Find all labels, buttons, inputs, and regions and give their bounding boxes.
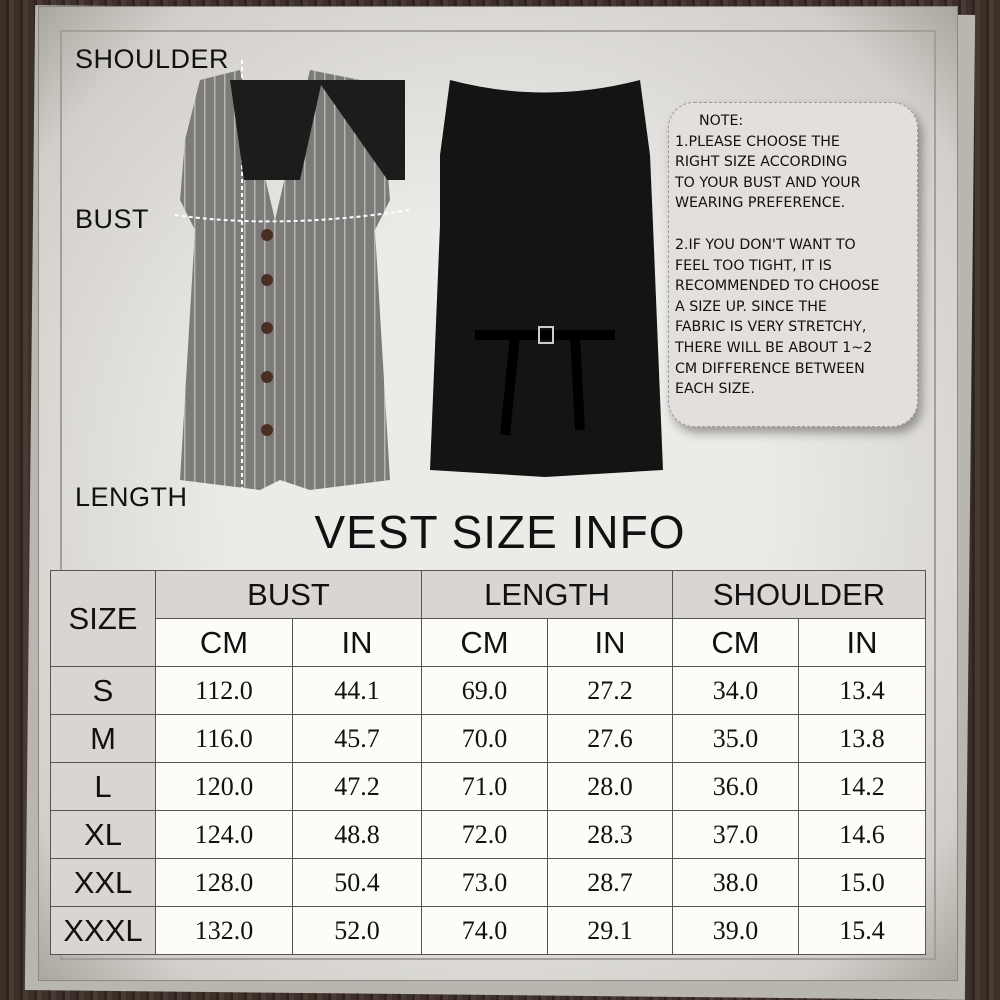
table-row: L 120.0 47.2 71.0 28.0 36.0 14.2 bbox=[50, 762, 927, 811]
value-cell: 132.0 bbox=[155, 906, 293, 955]
value-cell: 27.6 bbox=[547, 714, 673, 763]
table-row: XL 124.0 48.8 72.0 28.3 37.0 14.6 bbox=[50, 810, 927, 859]
value-cell: 70.0 bbox=[421, 714, 548, 763]
value-cell: 69.0 bbox=[421, 666, 548, 715]
value-cell: 44.1 bbox=[292, 666, 422, 715]
value-cell: 48.8 bbox=[292, 810, 422, 859]
value-cell: 47.2 bbox=[292, 762, 422, 811]
value-cell: 28.7 bbox=[547, 858, 673, 907]
table-row: M 116.0 45.7 70.0 27.6 35.0 13.8 bbox=[50, 714, 927, 763]
note-box: NOTE: 1.PLEASE CHOOSE THE RIGHT SIZE ACC… bbox=[668, 102, 918, 427]
size-cell: XXXL bbox=[50, 906, 156, 955]
unit-header: CM bbox=[421, 618, 548, 667]
value-cell: 27.2 bbox=[547, 666, 673, 715]
note-heading: NOTE: bbox=[699, 113, 744, 129]
unit-header: CM bbox=[672, 618, 799, 667]
label-shoulder: SHOULDER bbox=[75, 44, 230, 74]
value-cell: 15.0 bbox=[797, 858, 927, 907]
unit-header: IN bbox=[797, 618, 927, 667]
value-cell: 15.4 bbox=[797, 906, 927, 955]
value-cell: 39.0 bbox=[672, 906, 799, 955]
table-row: XXXL 132.0 52.0 74.0 29.1 39.0 15.4 bbox=[50, 906, 927, 955]
unit-header: IN bbox=[547, 618, 673, 667]
value-cell: 29.1 bbox=[547, 906, 673, 955]
value-cell: 28.0 bbox=[547, 762, 673, 811]
frame-border bbox=[60, 30, 936, 960]
value-cell: 72.0 bbox=[421, 810, 548, 859]
note-item-2: 2.IF YOU DON'T WANT TO FEEL TOO TIGHT, I… bbox=[675, 236, 880, 398]
value-cell: 74.0 bbox=[421, 906, 548, 955]
value-cell: 50.4 bbox=[292, 858, 422, 907]
value-cell: 112.0 bbox=[155, 666, 293, 715]
size-cell: L bbox=[50, 762, 156, 811]
value-cell: 71.0 bbox=[421, 762, 548, 811]
value-cell: 124.0 bbox=[155, 810, 293, 859]
table-row: XXL 128.0 50.4 73.0 28.7 38.0 15.0 bbox=[50, 858, 927, 907]
value-cell: 28.3 bbox=[547, 810, 673, 859]
label-bust: BUST bbox=[75, 204, 150, 234]
back-vest-image bbox=[430, 80, 663, 477]
note-item-1: 1.PLEASE CHOOSE THE RIGHT SIZE ACCORDING… bbox=[675, 133, 861, 212]
value-cell: 14.2 bbox=[797, 762, 927, 811]
value-cell: 52.0 bbox=[292, 906, 422, 955]
size-cell: S bbox=[50, 666, 156, 715]
size-cell: XL bbox=[50, 810, 156, 859]
value-cell: 120.0 bbox=[155, 762, 293, 811]
size-cell: M bbox=[50, 714, 156, 763]
value-cell: 36.0 bbox=[672, 762, 799, 811]
value-cell: 34.0 bbox=[672, 666, 799, 715]
unit-header: IN bbox=[292, 618, 422, 667]
size-header: SIZE bbox=[50, 570, 156, 667]
value-cell: 38.0 bbox=[672, 858, 799, 907]
size-table: SIZE BUST LENGTH SHOULDER CM IN CM IN CM IN S… bbox=[50, 570, 927, 955]
size-cell: XXL bbox=[50, 858, 156, 907]
value-cell: 13.8 bbox=[797, 714, 927, 763]
group-header-shoulder: SHOULDER bbox=[671, 570, 927, 619]
value-cell: 37.0 bbox=[672, 810, 799, 859]
value-cell: 128.0 bbox=[155, 858, 293, 907]
value-cell: 14.6 bbox=[797, 810, 927, 859]
group-header-length: LENGTH bbox=[421, 570, 673, 619]
value-cell: 45.7 bbox=[292, 714, 422, 763]
value-cell: 35.0 bbox=[672, 714, 799, 763]
table-row: S 112.0 44.1 69.0 27.2 34.0 13.4 bbox=[50, 666, 927, 715]
value-cell: 13.4 bbox=[797, 666, 927, 715]
value-cell: 116.0 bbox=[155, 714, 293, 763]
group-header-bust: BUST bbox=[155, 570, 422, 619]
value-cell: 73.0 bbox=[421, 858, 548, 907]
label-length: LENGTH bbox=[75, 482, 188, 512]
chart-title: VEST SIZE INFO bbox=[314, 506, 686, 558]
unit-header: CM bbox=[155, 618, 293, 667]
